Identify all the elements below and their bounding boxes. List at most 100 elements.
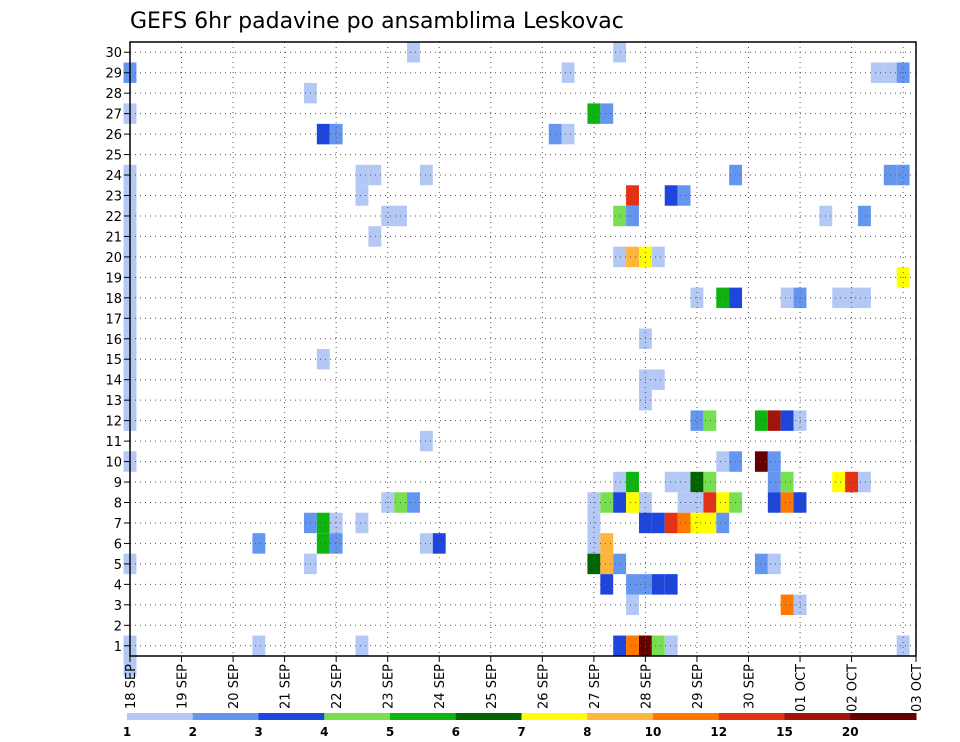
heatmap-cell — [626, 185, 639, 206]
heatmap-cell — [651, 635, 665, 656]
heatmap-cell — [754, 553, 768, 575]
heatmap-cell — [716, 287, 730, 309]
heatmap-cell — [600, 574, 614, 595]
legend-label: 20 — [842, 725, 859, 739]
heatmap-cell — [716, 512, 730, 534]
y-tick-label: 16 — [105, 333, 122, 348]
heatmap-cell — [767, 553, 781, 575]
heatmap-cell — [600, 103, 614, 124]
y-tick-label: 26 — [105, 128, 122, 143]
heatmap-cell — [600, 553, 614, 575]
legend-label: 4 — [320, 725, 328, 739]
y-tick-label: 5 — [114, 558, 122, 573]
x-tick-label: 22 SEP — [330, 664, 345, 709]
heatmap-cell — [626, 492, 639, 513]
heatmap-cell — [767, 410, 781, 431]
heatmap-cell — [767, 451, 781, 472]
heatmap-cell — [626, 594, 639, 616]
heatmap-cell — [252, 635, 266, 656]
y-tick-label: 18 — [105, 292, 122, 307]
heatmap-cell — [316, 349, 330, 370]
heatmap-cell — [832, 471, 846, 493]
heatmap-cell — [703, 471, 717, 493]
heatmap-cell — [858, 471, 871, 493]
y-tick-label: 15 — [105, 353, 122, 368]
heatmap-cell — [716, 451, 730, 472]
heatmap-cell — [329, 533, 343, 554]
heatmap-cell — [613, 492, 627, 513]
x-tick-label: 28 SEP — [639, 664, 654, 709]
y-tick-label: 7 — [114, 517, 122, 532]
heatmap-cell — [613, 471, 627, 493]
x-tick-label: 25 SEP — [485, 664, 500, 709]
legend-label: 7 — [517, 725, 525, 739]
y-tick-label: 25 — [105, 149, 122, 164]
y-tick-label: 30 — [105, 46, 122, 61]
heatmap-cell — [896, 635, 910, 656]
heatmap-cell — [858, 287, 871, 309]
heatmap-cell — [626, 635, 639, 656]
heatmap-cell — [677, 512, 691, 534]
y-tick-label: 28 — [105, 87, 122, 102]
heatmap-cell — [419, 164, 433, 186]
heatmap-cell — [368, 164, 382, 186]
heatmap-cell — [767, 471, 781, 493]
y-tick-label: 23 — [105, 190, 122, 205]
chart-title: GEFS 6hr padavine po ansamblima Leskovac — [130, 9, 624, 34]
heatmap-cell — [561, 123, 575, 145]
legend-swatch — [718, 713, 785, 720]
heatmap-cell — [677, 492, 691, 513]
heatmap-cell — [329, 123, 343, 145]
heatmap-cell — [677, 471, 691, 493]
heatmap-cell — [780, 287, 794, 309]
heatmap-cell — [600, 533, 614, 554]
grid-lines — [130, 42, 916, 656]
heatmap-cell — [587, 533, 601, 554]
legend-label: 6 — [452, 725, 460, 739]
heatmap-cell — [780, 410, 794, 431]
y-tick-label: 13 — [105, 394, 122, 409]
legend-swatch — [587, 713, 654, 720]
heatmap-cell — [613, 553, 627, 575]
heatmap-cell — [664, 185, 678, 206]
heatmap-cell — [664, 635, 678, 656]
x-tick-label: 20 SEP — [227, 664, 242, 709]
heatmap-cell — [587, 103, 601, 124]
y-tick-label: 6 — [114, 537, 122, 552]
heatmap-cell — [355, 185, 369, 206]
heatmap-cell — [858, 205, 871, 227]
heatmap-cell — [355, 512, 369, 534]
heatmap-cell — [407, 492, 420, 513]
heatmap-cell — [355, 635, 369, 656]
heatmap-cell — [716, 492, 730, 513]
x-tick-label: 23 SEP — [382, 664, 397, 709]
legend-label: 5 — [386, 725, 394, 739]
y-tick-label: 17 — [105, 312, 122, 327]
x-tick-label: 24 SEP — [433, 664, 448, 709]
heatmap-cell — [626, 471, 639, 493]
legend-swatch — [127, 713, 194, 720]
legend-swatch — [850, 713, 917, 720]
heatmap-cell — [626, 205, 639, 227]
x-tick-label: 30 SEP — [742, 664, 757, 709]
legend-label: 2 — [189, 725, 197, 739]
x-tick-label: 26 SEP — [536, 664, 551, 709]
y-tick-label: 2 — [114, 619, 122, 634]
y-tick-label: 4 — [114, 578, 122, 593]
heatmap-cell — [651, 246, 665, 268]
legend-swatch — [258, 713, 325, 720]
y-tick-label: 22 — [105, 210, 122, 225]
heatmap-cell — [419, 533, 433, 554]
y-tick-label: 9 — [114, 476, 122, 491]
heatmap-cell — [832, 287, 846, 309]
x-tick-label: 21 SEP — [279, 664, 294, 709]
x-axis: 18 SEP 19 SEP 20 SEP 21 SEP 22 SEP 23 SEP 24 S… — [124, 656, 925, 712]
x-tick-label: 27 SEP — [588, 664, 603, 709]
heatmap-cell — [651, 369, 665, 390]
heatmap-cell — [664, 471, 678, 493]
legend-swatch — [390, 713, 457, 720]
heatmap-cell — [316, 533, 330, 554]
legend-label: 12 — [710, 725, 727, 739]
y-tick-label: 19 — [105, 271, 122, 286]
heatmap-cell — [432, 533, 446, 554]
